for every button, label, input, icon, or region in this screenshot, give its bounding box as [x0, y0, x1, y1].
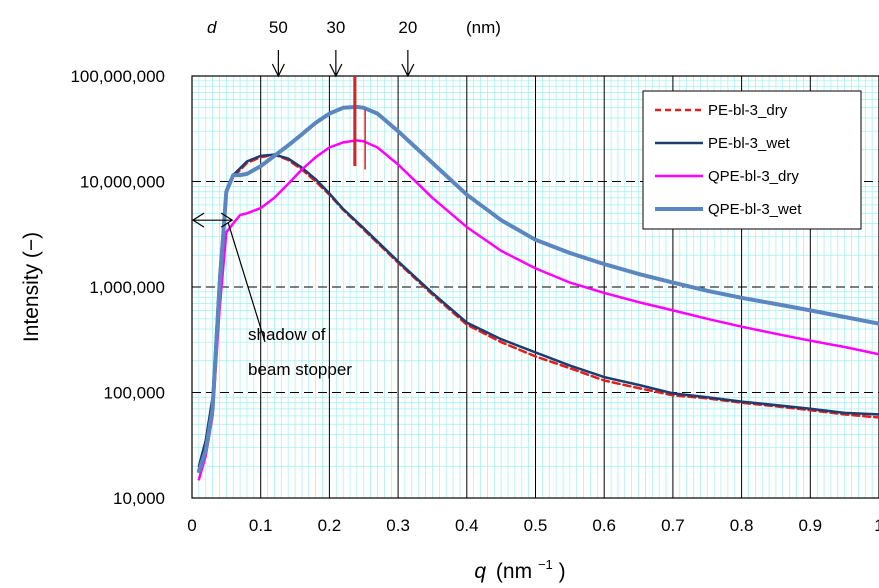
x-axis-title: q (nm −1 ) [474, 551, 565, 583]
x-tick-label: 0.9 [798, 516, 822, 535]
x-tick-label: 0.4 [455, 516, 479, 535]
legend-label: QPE-bl-3_dry [708, 168, 799, 185]
legend-label: PE-bl-3_wet [708, 135, 791, 152]
x-tick-label: 0.3 [386, 516, 410, 535]
x-tick-label: 0.5 [524, 516, 548, 535]
x-axis-unit-close: ) [559, 560, 566, 583]
x-tick-label: 0.8 [730, 516, 754, 535]
left-arrow-icon [191, 212, 205, 228]
y-tick-label: 1,000,000 [89, 278, 165, 297]
x-axis-unit-exponent: −1 [538, 557, 553, 572]
series-line-QPE-bl-3_dry [197, 139, 879, 481]
legend: PE-bl-3_dry PE-bl-3_wet QPE-bl-3_dry QPE-bl… [642, 90, 862, 230]
top-axis-marker-label: 20 [398, 18, 417, 37]
right-arrow-icon [220, 212, 234, 228]
y-axis-title: Intensity (−) [20, 232, 43, 342]
plot-area-frame [191, 75, 879, 499]
y-tick-label: 10,000,000 [80, 173, 165, 192]
top-axis-marker-label: 30 [326, 18, 345, 37]
x-tick-label: 0.1 [249, 516, 273, 535]
shadow-annotation: shadow of beam stopper [191, 212, 352, 379]
down-arrow-icon [401, 63, 415, 78]
x-tick-label: 0.2 [318, 516, 342, 535]
x-tick-label: 0.6 [592, 516, 616, 535]
legend-label: PE-bl-3_dry [708, 102, 788, 119]
shadow-annotation-line2: beam stopper [248, 360, 352, 379]
series-layer [196, 104, 879, 481]
series-line-QPE-bl-3_wet [196, 104, 879, 474]
y-tick-labels: 10,000 100,000 1,000,000 10,000,000 100,000,… [70, 67, 165, 508]
down-arrow-icon [271, 63, 285, 78]
shadow-annotation-line1: shadow of [248, 325, 326, 344]
x-axis-unit: (nm [496, 560, 532, 583]
y-tick-label: 10,000 [113, 489, 165, 508]
top-d-axis: d (nm) 50 30 20 [207, 18, 501, 78]
top-axis-d-label: d [207, 18, 217, 37]
legend-box [642, 90, 862, 230]
shadow-leader-line [227, 221, 266, 343]
top-axis-unit: (nm) [466, 18, 501, 37]
x-tick-label: 0.7 [661, 516, 685, 535]
y-tick-label: 100,000,000 [70, 67, 165, 86]
top-axis-marker-label: 50 [269, 18, 288, 37]
x-tick-labels: 0 0.1 0.2 0.3 0.4 0.5 0.6 0.7 0.8 0.9 1 [187, 516, 879, 535]
y-tick-label: 100,000 [104, 384, 165, 403]
x-tick-label: 0 [187, 516, 196, 535]
x-tick-label: 1 [874, 516, 879, 535]
peak-markers [353, 76, 366, 170]
down-arrow-icon [329, 63, 343, 78]
x-axis-variable: q [474, 560, 486, 583]
legend-label: QPE-bl-3_wet [708, 201, 802, 218]
